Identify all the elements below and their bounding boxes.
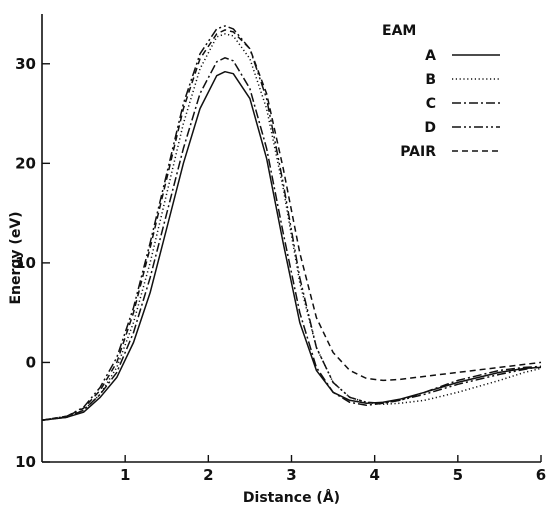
- y-tick-label: 30: [15, 55, 36, 73]
- x-tick-label: 1: [120, 466, 130, 484]
- y-ticks: 10 0 10 20 30: [15, 55, 50, 471]
- legend-label-c: C: [426, 96, 436, 112]
- series-line-c: [41, 57, 542, 421]
- x-tick-label: 3: [286, 466, 296, 484]
- legend-label-b: B: [425, 72, 436, 88]
- x-ticks: 1 2 3 4 5 6: [120, 455, 546, 484]
- y-tick-label: 20: [15, 154, 36, 172]
- y-tick-label: 0: [26, 353, 36, 371]
- y-tick-label: 10: [15, 254, 36, 272]
- x-tick-label: 4: [369, 466, 379, 484]
- y-tick-label: 10: [15, 453, 36, 471]
- series-line-pair: [41, 29, 542, 421]
- legend-title: EAM: [382, 23, 416, 39]
- legend-label-d: D: [424, 120, 436, 136]
- series-line-b: [41, 33, 542, 421]
- x-tick-label: 5: [453, 466, 463, 484]
- legend-label-pair: PAIR: [400, 144, 436, 160]
- legend-label-a: A: [425, 48, 436, 64]
- series-line-a: [41, 70, 542, 421]
- x-axis-title: Distance (Å): [243, 489, 340, 506]
- x-tick-label: 2: [203, 466, 213, 484]
- axes: [41, 14, 541, 463]
- x-tick-label: 6: [536, 466, 546, 484]
- series-line-d: [41, 25, 542, 421]
- y-axis-title: Energy (eV): [8, 211, 24, 304]
- series-lines: [41, 25, 542, 421]
